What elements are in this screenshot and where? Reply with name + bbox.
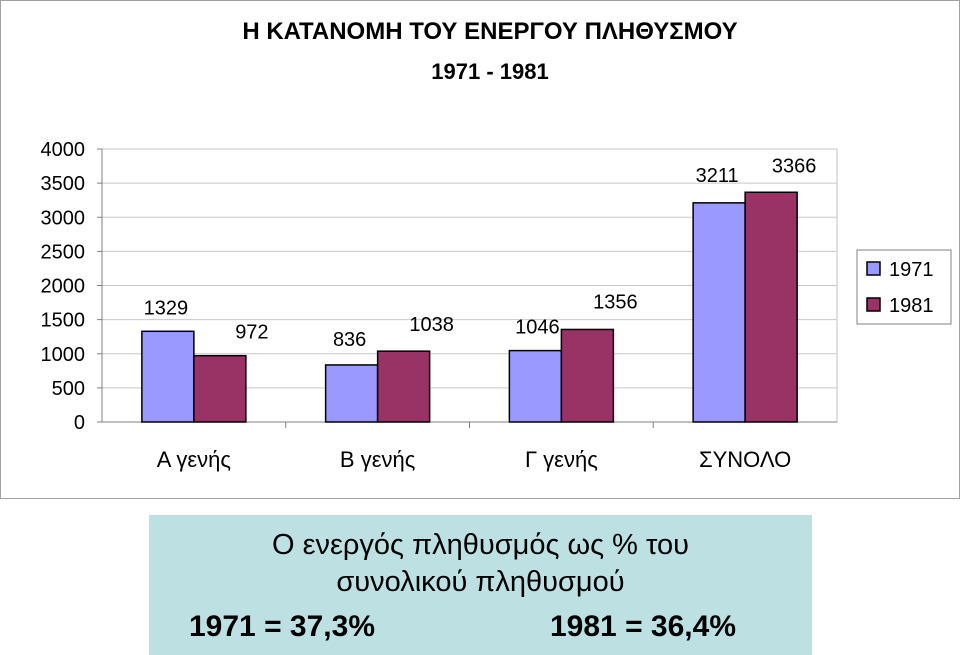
data-label-1971-1: 1329	[144, 297, 189, 319]
data-label-1971-2: 836	[333, 329, 366, 351]
y-tick-label: 1500	[41, 310, 86, 332]
bar-1971-2	[324, 364, 379, 423]
legend-label-1971: 1971	[889, 259, 934, 281]
legend: 1971 1981	[856, 249, 952, 325]
data-labels: 1329 972 836 1038 1046 1356 3211 3366	[144, 155, 817, 351]
x-category-label: ΣΥΝΟΛΟ	[699, 447, 791, 472]
x-category-label: Β γενής	[340, 447, 415, 472]
summary-note: Ο ενεργός πληθυσμός ως % του συνολικού π…	[149, 515, 812, 655]
note-line-2: συνολικού πληθυσμού	[336, 566, 625, 598]
note-stat-1981: 1981 = 36,4%	[550, 610, 736, 643]
x-category-labels: Α γενής Β γενής Γ γενής ΣΥΝΟΛΟ	[157, 447, 791, 472]
y-tick-label: 2000	[41, 276, 86, 298]
data-label-1971-4: 3211	[696, 165, 739, 187]
data-label-1981-1: 972	[235, 322, 268, 344]
legend-label-1981: 1981	[889, 295, 934, 317]
legend-swatch-1981	[866, 297, 881, 312]
note-line-1: Ο ενεργός πληθυσμός ως % του	[271, 529, 690, 561]
y-tick-label: 0	[74, 412, 85, 434]
y-tick-label: 3500	[41, 173, 86, 195]
y-tick-label: 500	[52, 378, 85, 400]
chart-title: Η ΚΑΤΑΝΟΜΗ ΤΟΥ ΕΝΕΡΓΟΥ ΠΛΗΘΥΣΜΟΥ	[242, 18, 737, 45]
data-label-1981-3: 1356	[593, 291, 638, 313]
chart-subtitle: 1971 - 1981	[431, 59, 548, 84]
y-tick-label: 1000	[41, 344, 86, 366]
bars	[141, 191, 798, 423]
bar-1981-1	[193, 354, 247, 423]
data-label-1971-3: 1046	[515, 317, 560, 339]
data-label-1981-4: 3366	[772, 155, 817, 177]
y-tick-labels: 4000 3500 3000 2500 2000 1500 1000 500 0	[41, 139, 86, 434]
y-tick-label: 2500	[41, 241, 86, 263]
x-category-label: Γ γενής	[525, 447, 598, 472]
bar-1981-2	[376, 350, 431, 423]
y-tick-label: 4000	[41, 139, 86, 161]
bar-1971-3	[508, 349, 563, 423]
y-tick-label: 3000	[41, 207, 86, 229]
legend-swatch-1971	[866, 261, 881, 276]
bar-chart: Η ΚΑΤΑΝΟΜΗ ΤΟΥ ΕΝΕΡΓΟΥ ΠΛΗΘΥΣΜΟΥ 1971 - …	[41, 18, 952, 472]
bar-1971-4	[692, 202, 746, 423]
bar-1981-3	[560, 328, 615, 423]
note-stat-1971: 1971 = 37,3%	[189, 610, 375, 643]
bar-1981-4	[744, 191, 798, 423]
bar-1971-1	[141, 330, 195, 423]
chart-frame: Η ΚΑΤΑΝΟΜΗ ΤΟΥ ΕΝΕΡΓΟΥ ΠΛΗΘΥΣΜΟΥ 1971 - …	[0, 0, 960, 499]
data-label-1981-2: 1038	[409, 314, 454, 336]
x-category-label: Α γενής	[157, 447, 231, 472]
